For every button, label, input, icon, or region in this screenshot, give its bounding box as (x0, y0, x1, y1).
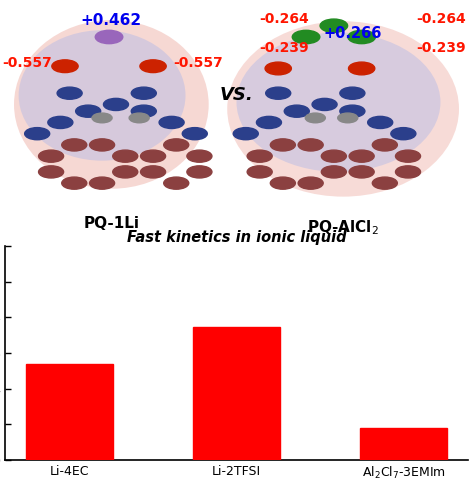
Circle shape (57, 87, 82, 100)
Text: +0.266: +0.266 (323, 26, 382, 41)
Circle shape (340, 87, 365, 100)
Circle shape (305, 113, 325, 123)
Circle shape (89, 177, 114, 189)
Circle shape (266, 87, 291, 100)
Circle shape (395, 150, 420, 162)
Text: -0.557: -0.557 (173, 56, 223, 70)
Circle shape (372, 139, 397, 151)
Circle shape (113, 150, 138, 162)
Circle shape (131, 105, 156, 118)
Circle shape (348, 30, 376, 44)
Circle shape (129, 113, 149, 123)
Text: PQ-AlCl$_2$: PQ-AlCl$_2$ (307, 219, 379, 238)
Circle shape (52, 60, 78, 72)
Title: Fast kinetics in ionic liquid: Fast kinetics in ionic liquid (127, 230, 346, 244)
Circle shape (182, 128, 207, 140)
Circle shape (321, 166, 346, 178)
Circle shape (39, 166, 63, 178)
Circle shape (140, 60, 166, 72)
Circle shape (187, 166, 212, 178)
Circle shape (48, 116, 73, 128)
Text: VS.: VS. (219, 86, 254, 104)
Text: +0.462: +0.462 (81, 12, 142, 28)
Circle shape (312, 98, 337, 110)
Circle shape (95, 30, 123, 44)
Ellipse shape (236, 32, 440, 172)
Circle shape (233, 128, 258, 140)
Circle shape (164, 177, 189, 189)
Circle shape (25, 128, 50, 140)
Circle shape (368, 116, 393, 128)
Circle shape (247, 150, 272, 162)
Bar (360, 428, 447, 460)
Circle shape (320, 19, 348, 32)
Circle shape (349, 166, 374, 178)
Circle shape (164, 139, 189, 151)
Circle shape (292, 30, 320, 44)
Circle shape (298, 139, 323, 151)
Circle shape (338, 113, 358, 123)
Ellipse shape (18, 30, 185, 160)
Text: -0.264: -0.264 (416, 12, 466, 26)
Circle shape (113, 166, 138, 178)
Circle shape (271, 139, 295, 151)
Circle shape (372, 177, 397, 189)
Circle shape (265, 62, 291, 75)
Circle shape (284, 105, 309, 118)
Circle shape (271, 177, 295, 189)
Text: -0.557: -0.557 (2, 56, 52, 70)
Circle shape (62, 139, 87, 151)
Circle shape (104, 98, 129, 110)
Circle shape (159, 116, 184, 128)
Text: -0.239: -0.239 (416, 41, 466, 55)
Circle shape (140, 166, 166, 178)
Circle shape (76, 105, 101, 118)
Circle shape (131, 87, 156, 100)
Bar (26, 364, 113, 460)
Circle shape (187, 150, 212, 162)
Circle shape (62, 177, 87, 189)
Circle shape (391, 128, 416, 140)
Circle shape (395, 166, 420, 178)
Circle shape (89, 139, 114, 151)
Text: PQ-1Li: PQ-1Li (83, 216, 140, 231)
Circle shape (92, 113, 112, 123)
Text: Li-4EC
molecule: Li-4EC molecule (53, 293, 85, 306)
Circle shape (39, 150, 63, 162)
Text: -0.264: -0.264 (260, 12, 309, 26)
Circle shape (349, 62, 375, 75)
Text: -0.239: -0.239 (260, 41, 309, 55)
Bar (193, 327, 280, 460)
Circle shape (140, 150, 166, 162)
Circle shape (298, 177, 323, 189)
Ellipse shape (227, 21, 459, 197)
Circle shape (247, 166, 272, 178)
Circle shape (340, 105, 365, 118)
Circle shape (321, 150, 346, 162)
Circle shape (256, 116, 281, 128)
Ellipse shape (14, 20, 209, 189)
Circle shape (349, 150, 374, 162)
